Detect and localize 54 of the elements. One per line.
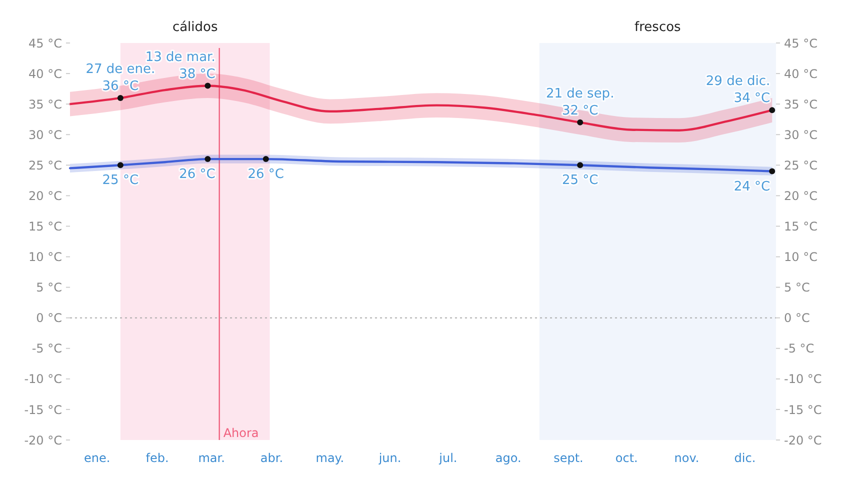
y-tick-label: 5 °C xyxy=(36,280,62,295)
annotation: 24 °C xyxy=(734,179,770,194)
y2-tick-label: -15 °C xyxy=(784,402,822,417)
band-label: cálidos xyxy=(172,20,218,35)
annotation: 21 de sep. xyxy=(546,86,614,102)
x-tick-label: dic. xyxy=(734,451,756,465)
y-tick-label: 30 °C xyxy=(28,128,62,142)
y2-tick-label: 45 °C xyxy=(784,36,818,50)
annotation: 34 °C xyxy=(734,91,770,106)
y2-tick-label: 35 °C xyxy=(784,97,818,112)
x-tick-label: feb. xyxy=(146,451,169,465)
y2-tick-label: 30 °C xyxy=(784,128,818,142)
band-label: frescos xyxy=(634,20,682,35)
y2-tick-label: 25 °C xyxy=(784,158,818,172)
y-tick-label: 40 °C xyxy=(28,66,62,81)
x-tick-label: ene. xyxy=(84,451,110,465)
y-tick-label: -5 °C xyxy=(32,342,62,356)
annotation: 26 °C xyxy=(179,167,216,182)
annotation: 36 °C xyxy=(102,78,139,94)
y2-tick-label: 40 °C xyxy=(784,66,818,81)
y-tick-label: 35 °C xyxy=(28,97,62,112)
x-tick-label: mar. xyxy=(198,451,225,465)
y2-tick-label: 5 °C xyxy=(784,280,810,295)
y2-tick-label: 20 °C xyxy=(784,188,818,203)
y2-tick-label: 0 °C xyxy=(784,311,810,326)
x-tick-label: abr. xyxy=(260,451,284,465)
x-tick-label: ago. xyxy=(495,451,522,465)
x-tick-label: oct. xyxy=(615,451,638,465)
y2-tick-label: -5 °C xyxy=(784,342,814,356)
x-tick-label: jun. xyxy=(378,451,402,465)
annotation: 25 °C xyxy=(562,173,598,188)
y-tick-label: 10 °C xyxy=(28,250,62,264)
y2-tick-label: -20 °C xyxy=(784,433,822,448)
y-tick-label: 0 °C xyxy=(36,311,62,326)
x-tick-label: sept. xyxy=(554,451,584,465)
x-tick-label: may. xyxy=(316,451,344,465)
y-tick-label: -20 °C xyxy=(24,433,62,448)
annotation: 32 °C xyxy=(562,103,598,118)
y2-tick-label: -10 °C xyxy=(784,372,822,386)
y-tick-label: -15 °C xyxy=(24,402,62,417)
y2-tick-label: 15 °C xyxy=(784,220,818,234)
x-tick-label: jul. xyxy=(438,451,458,465)
y-tick-label: 15 °C xyxy=(28,220,62,234)
annotation: 29 de dic. xyxy=(706,74,770,90)
y-tick-label: 25 °C xyxy=(28,158,62,172)
y-tick-label: -10 °C xyxy=(24,372,62,386)
ref-line-label: Ahora xyxy=(223,426,259,440)
y-tick-label: 20 °C xyxy=(28,188,62,203)
x-tick-label: nov. xyxy=(674,451,700,465)
y2-tick-label: 10 °C xyxy=(784,250,818,264)
annotation: 38 °C xyxy=(179,66,216,82)
annotation: 26 °C xyxy=(248,167,284,182)
annotation: 25 °C xyxy=(102,173,139,188)
y-tick-label: 45 °C xyxy=(28,36,62,50)
